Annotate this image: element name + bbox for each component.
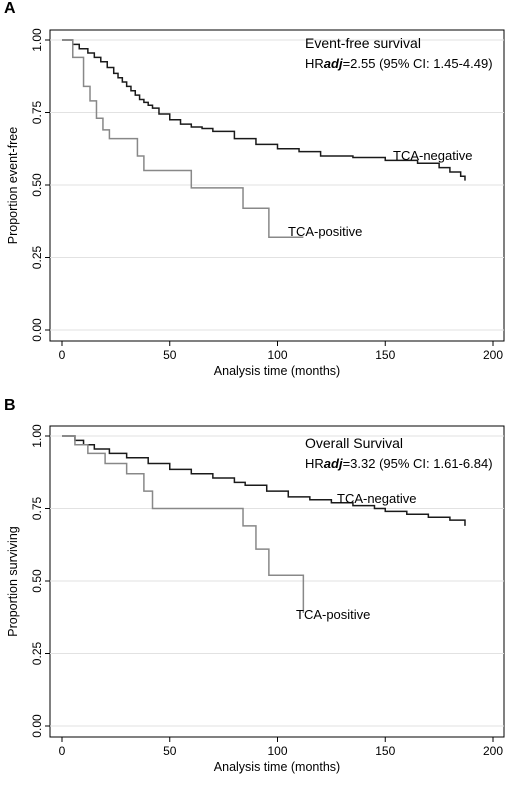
- chart-overall-survival: 0.00 0.25 0.50 0.75 1.00 0 50 100 150 200 Analysis…: [0, 414, 520, 791]
- chart1-ylabel: Proportion surviving: [6, 526, 20, 637]
- chart1-xtick-label: 0: [59, 744, 66, 758]
- chart0-series-tca-negative: [62, 39, 466, 181]
- chart1-series-label-tca-positive: TCA-positive: [296, 607, 370, 622]
- chart1-xtick-label: 200: [483, 744, 503, 758]
- chart1-xtick-label: 100: [267, 744, 287, 758]
- chart0-xtick-label: 50: [163, 348, 177, 362]
- chart1-xlabel: Analysis time (months): [214, 760, 340, 774]
- chart1-ytick-label: 1.00: [30, 424, 44, 448]
- chart1-series-label-tca-negative: TCA-negative: [337, 491, 416, 506]
- chart0-ylabel: Proportion event-free: [6, 127, 20, 244]
- chart0-ytick-label: 0.25: [30, 245, 44, 269]
- chart1-svg: 0.00 0.25 0.50 0.75 1.00 0 50 100 150 200 Analysis…: [6, 424, 505, 774]
- chart0-xtick-label: 0: [59, 348, 66, 362]
- chart0-annotation-title: Event-free survival: [305, 35, 421, 51]
- chart0-series-label-tca-positive: TCA-positive: [288, 224, 362, 239]
- chart1-series-tca-positive: [62, 435, 305, 613]
- chart0-ytick-label: 1.00: [30, 28, 44, 52]
- chart-event-free: 0.00 0.25 0.50 0.75 1.00 0 50 100 150 200 Analysis…: [0, 18, 520, 395]
- chart0-series-tca-positive: [62, 39, 304, 238]
- chart0-series-label-tca-negative: TCA-negative: [393, 148, 472, 163]
- chart1-ytick-label: 0.25: [30, 641, 44, 665]
- panel-label-a: A: [4, 0, 16, 17]
- panel-label-b: B: [4, 397, 16, 414]
- chart0-xtick-label: 100: [267, 348, 287, 362]
- chart1-ytick-label: 0.50: [30, 569, 44, 593]
- chart1-xtick-label: 150: [375, 744, 395, 758]
- chart0-svg: 0.00 0.25 0.50 0.75 1.00 0 50 100 150 200 Analysis…: [6, 28, 505, 378]
- chart0-hazard-ratio: HRadj=2.55 (95% CI: 1.45-4.49): [305, 56, 493, 71]
- chart0-ytick-label: 0.50: [30, 173, 44, 197]
- chart1-annotation-title: Overall Survival: [305, 435, 403, 451]
- chart0-ytick-label: 0.00: [30, 318, 44, 342]
- chart0-xtick-label: 200: [483, 348, 503, 362]
- chart1-hazard-ratio: HRadj=3.32 (95% CI: 1.61-6.84): [305, 456, 493, 471]
- chart0-ytick-label: 0.75: [30, 100, 44, 124]
- chart1-xtick-label: 50: [163, 744, 177, 758]
- chart0-xlabel: Analysis time (months): [214, 364, 340, 378]
- chart1-ytick-label: 0.75: [30, 496, 44, 520]
- chart0-xtick-label: 150: [375, 348, 395, 362]
- chart1-ytick-label: 0.00: [30, 714, 44, 738]
- chart1-series-tca-negative: [62, 435, 466, 526]
